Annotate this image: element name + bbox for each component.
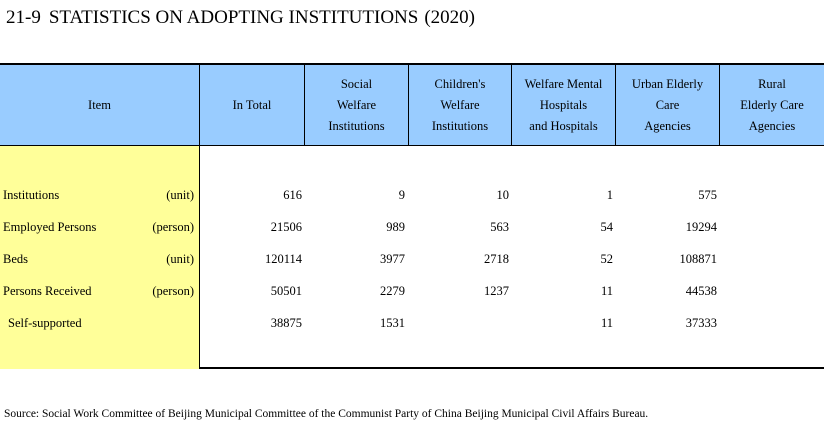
cell-urban: 19294 [685, 220, 717, 234]
row-label: Institutions [3, 188, 60, 202]
cell-children: 10 [496, 188, 510, 202]
page-title: 21-9 STATISTICS ON ADOPTING INSTITUTIONS(… [6, 6, 475, 30]
cell-mental: 1 [606, 188, 613, 202]
cell-social: 989 [386, 220, 405, 234]
cell-children: 563 [490, 220, 509, 234]
cell-mental: 54 [600, 220, 614, 234]
cell-total: 616 [283, 188, 302, 202]
cell-social: 1531 [380, 316, 405, 330]
header-item-label: Item [88, 97, 111, 112]
header-social-line: Social [340, 76, 373, 91]
cell-total: 120114 [264, 252, 302, 266]
table-title: STATISTICS ON ADOPTING INSTITUTIONS [48, 7, 419, 28]
row-label: Employed Persons [3, 220, 97, 234]
table-row: Self-supported 38875 1531 11 37333 [0, 312, 824, 334]
source-note: Source: Social Work Committee of Beijing… [4, 408, 649, 420]
header-urban-line: Agencies [644, 118, 691, 133]
header-urban-elderly: Urban Elderly Care Agencies [616, 65, 720, 145]
header-rural-elderly: Rural Elderly Care Agencies [720, 65, 824, 145]
cell-total: 38875 [270, 316, 302, 330]
header-urban-line: Care [655, 97, 680, 112]
cell-social: 9 [398, 188, 405, 202]
table-row: Persons Received (person) 50501 2279 123… [0, 280, 824, 302]
statistics-table: Item In Total Social Welfare Institution… [0, 63, 824, 369]
cell-urban: 44538 [685, 284, 717, 298]
row-unit: (person) [152, 284, 194, 298]
table-row: Beds (unit) 120114 3977 2718 52 108871 [0, 248, 824, 270]
row-unit: (unit) [166, 188, 194, 202]
table-row: Institutions (unit) 616 9 10 1 575 [0, 184, 824, 206]
header-total-label: In Total [232, 97, 272, 112]
header-children-line: Children's [434, 76, 486, 91]
cell-urban: 37333 [685, 316, 717, 330]
header-mental-line: Welfare Mental [524, 76, 603, 91]
header-childrens-welfare: Children's Welfare Institutions [409, 65, 512, 145]
header-social-line: Institutions [328, 118, 385, 133]
cell-mental: 52 [600, 252, 614, 266]
row-label: Self-supported [8, 316, 82, 330]
header-children-line: Welfare [440, 97, 480, 112]
cell-urban: 108871 [679, 252, 718, 266]
cell-mental: 11 [600, 316, 613, 330]
header-mental-line: and Hospitals [529, 118, 598, 133]
row-label-column [0, 146, 200, 369]
header-social-line: Welfare [336, 97, 377, 112]
header-rural-line: Rural [758, 76, 786, 91]
cell-mental: 11 [600, 284, 613, 298]
header-urban-line: Urban Elderly [631, 76, 704, 91]
cell-children: 2718 [484, 252, 509, 266]
header-rural-line: Agencies [748, 118, 796, 133]
row-unit: (unit) [166, 252, 194, 266]
header-rural-line: Elderly Care [740, 97, 804, 112]
header-item: Item [0, 65, 200, 145]
header-welfare-mental: Welfare Mental Hospitals and Hospitals [512, 65, 616, 145]
row-label: Beds [3, 252, 28, 266]
table-header: Item In Total Social Welfare Institution… [0, 65, 824, 146]
header-mental-line: Hospitals [539, 97, 588, 112]
cell-total: 21506 [270, 220, 302, 234]
row-label: Persons Received [3, 284, 92, 298]
cell-social: 3977 [380, 252, 405, 266]
header-children-line: Institutions [431, 118, 489, 133]
table-number: 21-9 [6, 7, 41, 28]
table-row: Employed Persons (person) 21506 989 563 … [0, 216, 824, 238]
header-total: In Total [200, 65, 305, 145]
header-social-welfare: Social Welfare Institutions [305, 65, 409, 145]
cell-children: 1237 [484, 284, 509, 298]
row-unit: (person) [152, 220, 194, 234]
cell-total: 50501 [270, 284, 302, 298]
table-year: (2020) [424, 7, 475, 28]
cell-urban: 575 [698, 188, 717, 202]
cell-social: 2279 [380, 284, 405, 298]
